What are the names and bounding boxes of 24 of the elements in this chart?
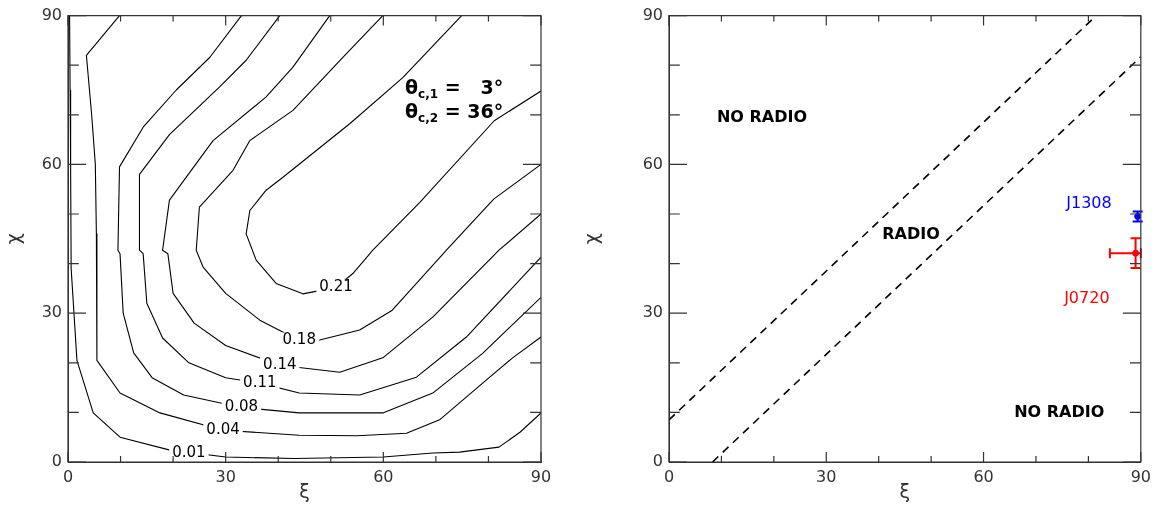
x-tick-label: 30 <box>816 466 837 486</box>
x-axis-title: ξ <box>299 479 310 502</box>
x-tick-label: 90 <box>530 466 552 486</box>
annotation: RADIO <box>882 224 940 244</box>
annotation: NO RADIO <box>1014 402 1105 422</box>
y-axis-title: χ <box>2 233 25 245</box>
y-axis-title: χ <box>580 233 603 245</box>
y-tick-label: 60 <box>41 153 62 173</box>
x-tick-label: 60 <box>973 466 994 486</box>
y-tick-label: 30 <box>41 302 62 322</box>
annotation: NO RADIO <box>716 106 808 126</box>
x-tick-label: 90 <box>1130 466 1151 486</box>
series-label: J1308 <box>1065 193 1112 213</box>
y-tick-label: 90 <box>41 4 62 24</box>
y-tick-label: 30 <box>642 302 663 322</box>
x-tick-label: 60 <box>373 466 394 486</box>
annotation: 0.01 <box>172 442 206 461</box>
y-tick-label: 90 <box>642 4 663 24</box>
x-axis-title: ξ <box>899 479 911 502</box>
y-tick-label: 0 <box>51 451 62 471</box>
text: J0720 <box>1063 288 1110 308</box>
y-tick-label: 0 <box>652 451 663 471</box>
x-tick-label: 30 <box>215 466 236 486</box>
y-tick-label: 60 <box>642 153 663 173</box>
